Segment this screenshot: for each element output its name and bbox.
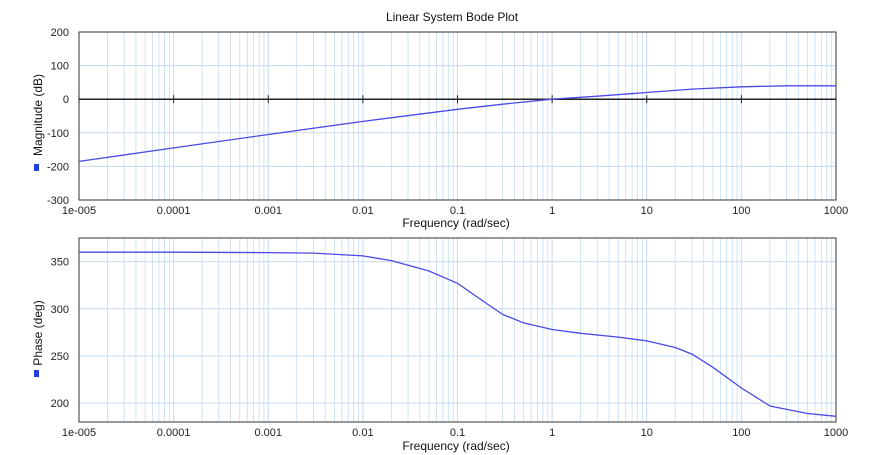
x-tick-label: 0.01: [352, 427, 373, 439]
y-tick-label: 250: [51, 351, 69, 363]
y-tick-label: 350: [51, 257, 69, 269]
x-tick-label: 1000: [824, 427, 848, 439]
phase-curve: [79, 251, 837, 417]
phase-chart: 1e-005 0.0001 0.001 0.01 0.1 1 10 100 1000 350 300…: [31, 237, 849, 453]
plot-frame: [78, 237, 837, 423]
x-tick-label: 0.0001: [157, 205, 191, 217]
x-tick-label: 0.01: [352, 205, 373, 217]
phase-tick-labels: 1e-005 0.0001 0.001 0.01 0.1 1 10 100 1000 350 300…: [51, 257, 849, 439]
y-tick-label: 200: [51, 398, 69, 410]
magnitude-series: [78, 85, 836, 163]
y-tick-label: 300: [51, 304, 69, 316]
x-tick-label: 10: [641, 427, 653, 439]
y-tick-label: -100: [47, 128, 69, 140]
phase-y-axis-label: Phase (deg): [31, 300, 45, 365]
magnitude-y-axis-label: Magnitude (dB): [31, 74, 45, 156]
x-tick-label: 0.1: [450, 427, 465, 439]
plot-frame: [78, 31, 837, 201]
x-tick-label: 1e-005: [62, 205, 96, 217]
x-tick-label: 0.0001: [157, 427, 191, 439]
x-tick-label: 1: [549, 205, 555, 217]
magnitude-tick-labels: 1e-005 0.0001 0.001 0.01 0.1 1 10 100 1000200100…: [47, 27, 848, 217]
phase-x-axis-label: Frequency (rad/sec): [402, 439, 509, 453]
y-tick-label: 0: [63, 94, 69, 106]
magnitude-curve: [78, 85, 836, 163]
x-tick-label: 1: [549, 427, 555, 439]
x-tick-label: 1000: [824, 205, 848, 217]
x-tick-label: 0.1: [450, 205, 465, 217]
x-tick-label: 10: [641, 205, 653, 217]
x-tick-label: 100: [732, 427, 750, 439]
phase-legend-marker: [34, 370, 39, 377]
chart-title: Linear System Bode Plot: [386, 10, 519, 24]
y-tick-label: -300: [47, 195, 69, 207]
y-tick-label: 200: [51, 27, 69, 39]
y-tick-label: -200: [47, 161, 69, 173]
magnitude-legend-marker: [34, 164, 39, 171]
x-tick-label: 0.001: [254, 205, 282, 217]
x-tick-label: 0.001: [254, 427, 282, 439]
magnitude-chart: 1e-005 0.0001 0.001 0.01 0.1 1 10 100 1000200100…: [31, 27, 848, 230]
magnitude-grid: [78, 31, 837, 201]
y-tick-label: 100: [51, 61, 69, 73]
x-tick-label: 100: [732, 205, 750, 217]
magnitude-zero-line: [78, 95, 837, 104]
magnitude-x-axis-label: Frequency (rad/sec): [402, 216, 509, 230]
x-tick-label: 1e-005: [62, 427, 96, 439]
phase-grid: [78, 237, 837, 423]
phase-series: [79, 251, 837, 417]
